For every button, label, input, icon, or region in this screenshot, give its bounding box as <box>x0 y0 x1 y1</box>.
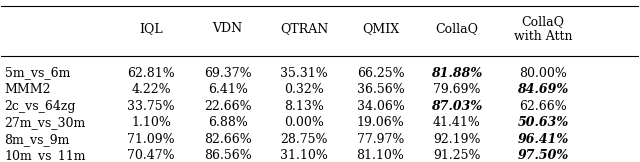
Text: 82.66%: 82.66% <box>204 133 252 146</box>
Text: 19.06%: 19.06% <box>356 116 404 129</box>
Text: 71.09%: 71.09% <box>127 133 175 146</box>
Text: 27m_vs_30m: 27m_vs_30m <box>4 116 86 129</box>
Text: 81.10%: 81.10% <box>356 149 404 162</box>
Text: 0.32%: 0.32% <box>284 83 324 96</box>
Text: 1.10%: 1.10% <box>131 116 171 129</box>
Text: 41.41%: 41.41% <box>433 116 481 129</box>
Text: 62.66%: 62.66% <box>519 100 567 113</box>
Text: 69.37%: 69.37% <box>204 67 252 80</box>
Text: 2c_vs_64zg: 2c_vs_64zg <box>4 100 76 113</box>
Text: 10m_vs_11m: 10m_vs_11m <box>4 149 86 162</box>
Text: 28.75%: 28.75% <box>280 133 328 146</box>
Text: VDN: VDN <box>212 23 243 35</box>
Text: QTRAN: QTRAN <box>280 23 328 35</box>
Text: 87.03%: 87.03% <box>431 100 483 113</box>
Text: 8.13%: 8.13% <box>284 100 324 113</box>
Text: 6.41%: 6.41% <box>207 83 248 96</box>
Text: IQL: IQL <box>140 23 163 35</box>
Text: 81.88%: 81.88% <box>431 67 483 80</box>
Text: 35.31%: 35.31% <box>280 67 328 80</box>
Text: CollaQ
with Attn: CollaQ with Attn <box>514 15 572 43</box>
Text: 97.50%: 97.50% <box>517 149 569 162</box>
Text: 86.56%: 86.56% <box>204 149 252 162</box>
Text: 96.41%: 96.41% <box>517 133 569 146</box>
Text: 50.63%: 50.63% <box>517 116 569 129</box>
Text: 91.25%: 91.25% <box>433 149 481 162</box>
Text: 5m_vs_6m: 5m_vs_6m <box>4 67 70 80</box>
Text: 36.56%: 36.56% <box>356 83 404 96</box>
Text: 77.97%: 77.97% <box>357 133 404 146</box>
Text: 84.69%: 84.69% <box>517 83 569 96</box>
Text: 70.47%: 70.47% <box>127 149 175 162</box>
Text: 0.00%: 0.00% <box>284 116 324 129</box>
Text: 62.81%: 62.81% <box>127 67 175 80</box>
Text: 80.00%: 80.00% <box>519 67 567 80</box>
Text: 22.66%: 22.66% <box>204 100 252 113</box>
Text: 79.69%: 79.69% <box>433 83 481 96</box>
Text: 33.75%: 33.75% <box>127 100 175 113</box>
Text: 31.10%: 31.10% <box>280 149 328 162</box>
Text: 6.88%: 6.88% <box>207 116 248 129</box>
Text: 66.25%: 66.25% <box>356 67 404 80</box>
Text: MMM2: MMM2 <box>4 83 51 96</box>
Text: 4.22%: 4.22% <box>131 83 171 96</box>
Text: CollaQ: CollaQ <box>435 23 479 35</box>
Text: 92.19%: 92.19% <box>433 133 481 146</box>
Text: 34.06%: 34.06% <box>356 100 404 113</box>
Text: 8m_vs_9m: 8m_vs_9m <box>4 133 70 146</box>
Text: QMIX: QMIX <box>362 23 399 35</box>
